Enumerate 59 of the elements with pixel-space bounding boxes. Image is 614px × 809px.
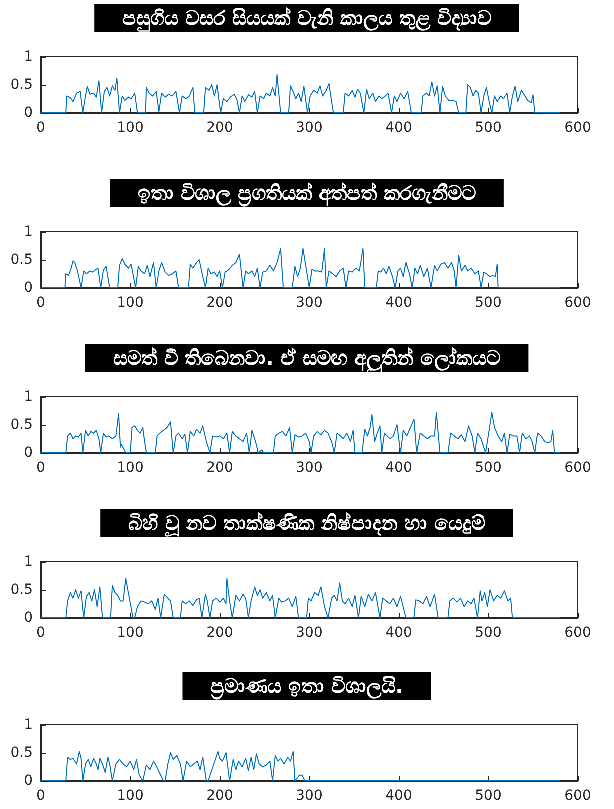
x-tick-label: 0 xyxy=(36,625,46,641)
x-tick-label: 600 xyxy=(564,625,592,641)
y-tick-label: 0 xyxy=(24,105,33,121)
x-tick-label: 300 xyxy=(296,295,323,311)
x-tick-label: 300 xyxy=(296,460,323,476)
x-tick-label: 400 xyxy=(386,460,412,476)
chart-title: ප්‍රමාණය ඉතා විශාලයි. xyxy=(210,674,404,701)
x-tick-label: 200 xyxy=(206,120,234,136)
y-tick-label: 0.5 xyxy=(10,252,33,268)
y-tick-label: 1 xyxy=(24,224,33,240)
y-tick-label: 0.5 xyxy=(10,417,33,433)
chart-title: ඉතා විශාල ප්‍රගතියක් අත්පත් කරගැනීමට xyxy=(138,181,476,208)
line-series xyxy=(40,74,561,114)
x-tick-label: 100 xyxy=(117,625,144,641)
y-tick-label: 0 xyxy=(24,610,33,626)
x-tick-label: 600 xyxy=(564,788,592,804)
x-tick-label: 100 xyxy=(117,788,144,804)
x-tick-label: 200 xyxy=(206,788,234,804)
x-tick-label: 500 xyxy=(475,120,502,136)
x-tick-label: 300 xyxy=(296,625,323,641)
x-tick-label: 100 xyxy=(117,295,144,311)
x-tick-label: 500 xyxy=(475,788,502,804)
x-tick-label: 200 xyxy=(206,625,234,641)
y-tick-label: 0 xyxy=(24,773,33,789)
y-tick-label: 1 xyxy=(24,554,33,570)
y-tick-label: 0 xyxy=(24,280,33,296)
line-series xyxy=(40,248,561,288)
x-tick-label: 600 xyxy=(564,295,592,311)
y-tick-label: 0.5 xyxy=(10,582,33,598)
x-tick-label: 0 xyxy=(36,120,46,136)
y-tick-label: 0.5 xyxy=(10,745,33,761)
x-tick-label: 500 xyxy=(475,295,502,311)
x-tick-label: 300 xyxy=(296,120,323,136)
x-tick-label: 100 xyxy=(117,460,144,476)
line-series xyxy=(40,412,561,454)
y-tick-label: 0.5 xyxy=(10,77,33,93)
x-tick-label: 400 xyxy=(386,788,412,804)
y-tick-label: 0 xyxy=(24,445,33,461)
x-tick-label: 0 xyxy=(36,788,46,804)
line-series xyxy=(40,578,561,618)
x-tick-label: 300 xyxy=(296,788,323,804)
x-tick-label: 600 xyxy=(564,460,592,476)
x-tick-label: 200 xyxy=(206,295,234,311)
x-tick-label: 0 xyxy=(36,295,46,311)
y-tick-label: 1 xyxy=(24,717,33,733)
y-tick-label: 1 xyxy=(24,389,33,405)
chart-title: බිහි වූ නව තාක්ෂණික නිෂ්පාදන හා යෙදුම් xyxy=(128,511,486,538)
x-tick-label: 500 xyxy=(475,460,502,476)
x-tick-label: 400 xyxy=(386,625,412,641)
x-tick-label: 400 xyxy=(386,120,412,136)
x-tick-label: 400 xyxy=(386,295,412,311)
x-tick-label: 600 xyxy=(564,120,592,136)
x-tick-label: 500 xyxy=(475,625,502,641)
x-tick-label: 0 xyxy=(36,460,46,476)
y-tick-label: 1 xyxy=(24,49,33,65)
x-tick-label: 200 xyxy=(206,460,234,476)
chart-title: පසුගිය වසර සියයක් වැනි කාලය තුළ විද්‍යාව xyxy=(122,6,492,33)
x-tick-label: 100 xyxy=(117,120,144,136)
line-series xyxy=(40,751,561,782)
